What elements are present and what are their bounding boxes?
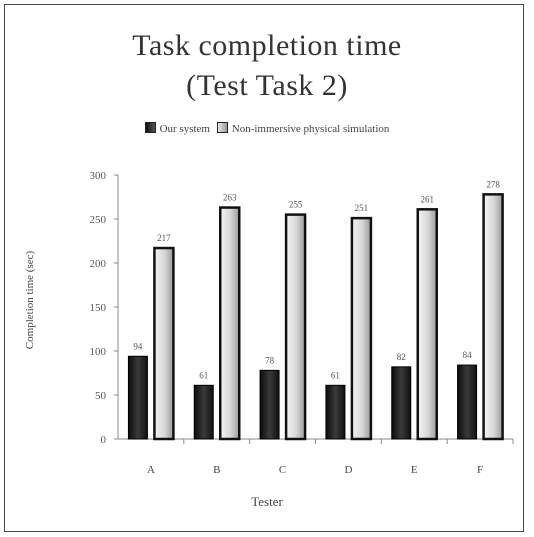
bar-physical-simulation bbox=[219, 206, 241, 441]
data-label-our-system: 84 bbox=[463, 350, 473, 360]
x-tick-label: C bbox=[279, 464, 286, 476]
legend-swatch-our-system bbox=[144, 122, 156, 133]
bar-our-system bbox=[325, 384, 346, 440]
bar-our-system bbox=[457, 364, 478, 440]
chart-title: Task completion time (Test Task 2) bbox=[0, 26, 534, 106]
x-tick-label: D bbox=[344, 464, 352, 476]
bar-our-system bbox=[391, 366, 412, 440]
y-tick-label: 0 bbox=[101, 434, 107, 446]
bar-physical-simulation bbox=[482, 193, 504, 441]
chart-title-line2: (Test Task 2) bbox=[186, 69, 348, 102]
chart-axes: 0 50 100 150 200 250 300 A B C D E F bbox=[90, 170, 514, 476]
y-tick-label: 300 bbox=[90, 170, 107, 182]
legend-swatch-physical-simulation bbox=[216, 122, 228, 133]
y-tick-label: 150 bbox=[90, 302, 107, 314]
y-tick-label: 100 bbox=[90, 346, 107, 358]
bar-our-system bbox=[259, 369, 280, 440]
data-label-our-system: 94 bbox=[133, 341, 143, 351]
x-tick-label: A bbox=[147, 464, 155, 476]
y-tick-label: 250 bbox=[90, 214, 107, 226]
legend-item-our-system: Our system bbox=[144, 122, 210, 135]
data-label-physical-simulation: 251 bbox=[355, 203, 369, 213]
bar-our-system bbox=[127, 355, 148, 440]
data-label-our-system: 61 bbox=[199, 370, 208, 380]
data-label-physical-simulation: 217 bbox=[157, 233, 171, 243]
y-axis-label: Completion time (sec) bbox=[24, 250, 36, 350]
data-label-our-system: 61 bbox=[331, 370, 340, 380]
data-label-physical-simulation: 278 bbox=[486, 179, 500, 189]
bar-physical-simulation bbox=[284, 213, 307, 441]
chart-bars bbox=[127, 193, 504, 441]
chart-legend: Our system Non-immersive physical simula… bbox=[0, 122, 534, 135]
y-tick-label: 200 bbox=[90, 258, 107, 270]
x-tick-label: F bbox=[477, 464, 483, 476]
bar-our-system bbox=[193, 384, 214, 440]
bar-physical-simulation bbox=[416, 208, 438, 441]
y-tick-label: 50 bbox=[95, 390, 107, 402]
data-label-our-system: 82 bbox=[397, 352, 406, 362]
x-tick-label: E bbox=[411, 464, 418, 476]
x-tick-label: B bbox=[213, 464, 220, 476]
legend-label-our-system: Our system bbox=[159, 123, 210, 135]
chart-data-labels: 94 217 61 263 78 255 61 251 82 261 84 278 bbox=[133, 179, 500, 380]
legend-item-physical-simulation: Non-immersive physical simulation bbox=[216, 122, 390, 135]
x-axis-label: Tester bbox=[251, 494, 283, 509]
data-label-our-system: 78 bbox=[265, 355, 275, 365]
data-label-physical-simulation: 255 bbox=[289, 200, 303, 210]
data-label-physical-simulation: 261 bbox=[421, 194, 435, 204]
chart-title-line1: Task completion time bbox=[132, 29, 402, 62]
legend-label-physical-simulation: Non-immersive physical simulation bbox=[231, 123, 390, 135]
data-label-physical-simulation: 263 bbox=[223, 193, 237, 203]
bar-physical-simulation bbox=[350, 216, 373, 441]
bar-physical-simulation bbox=[153, 246, 175, 441]
